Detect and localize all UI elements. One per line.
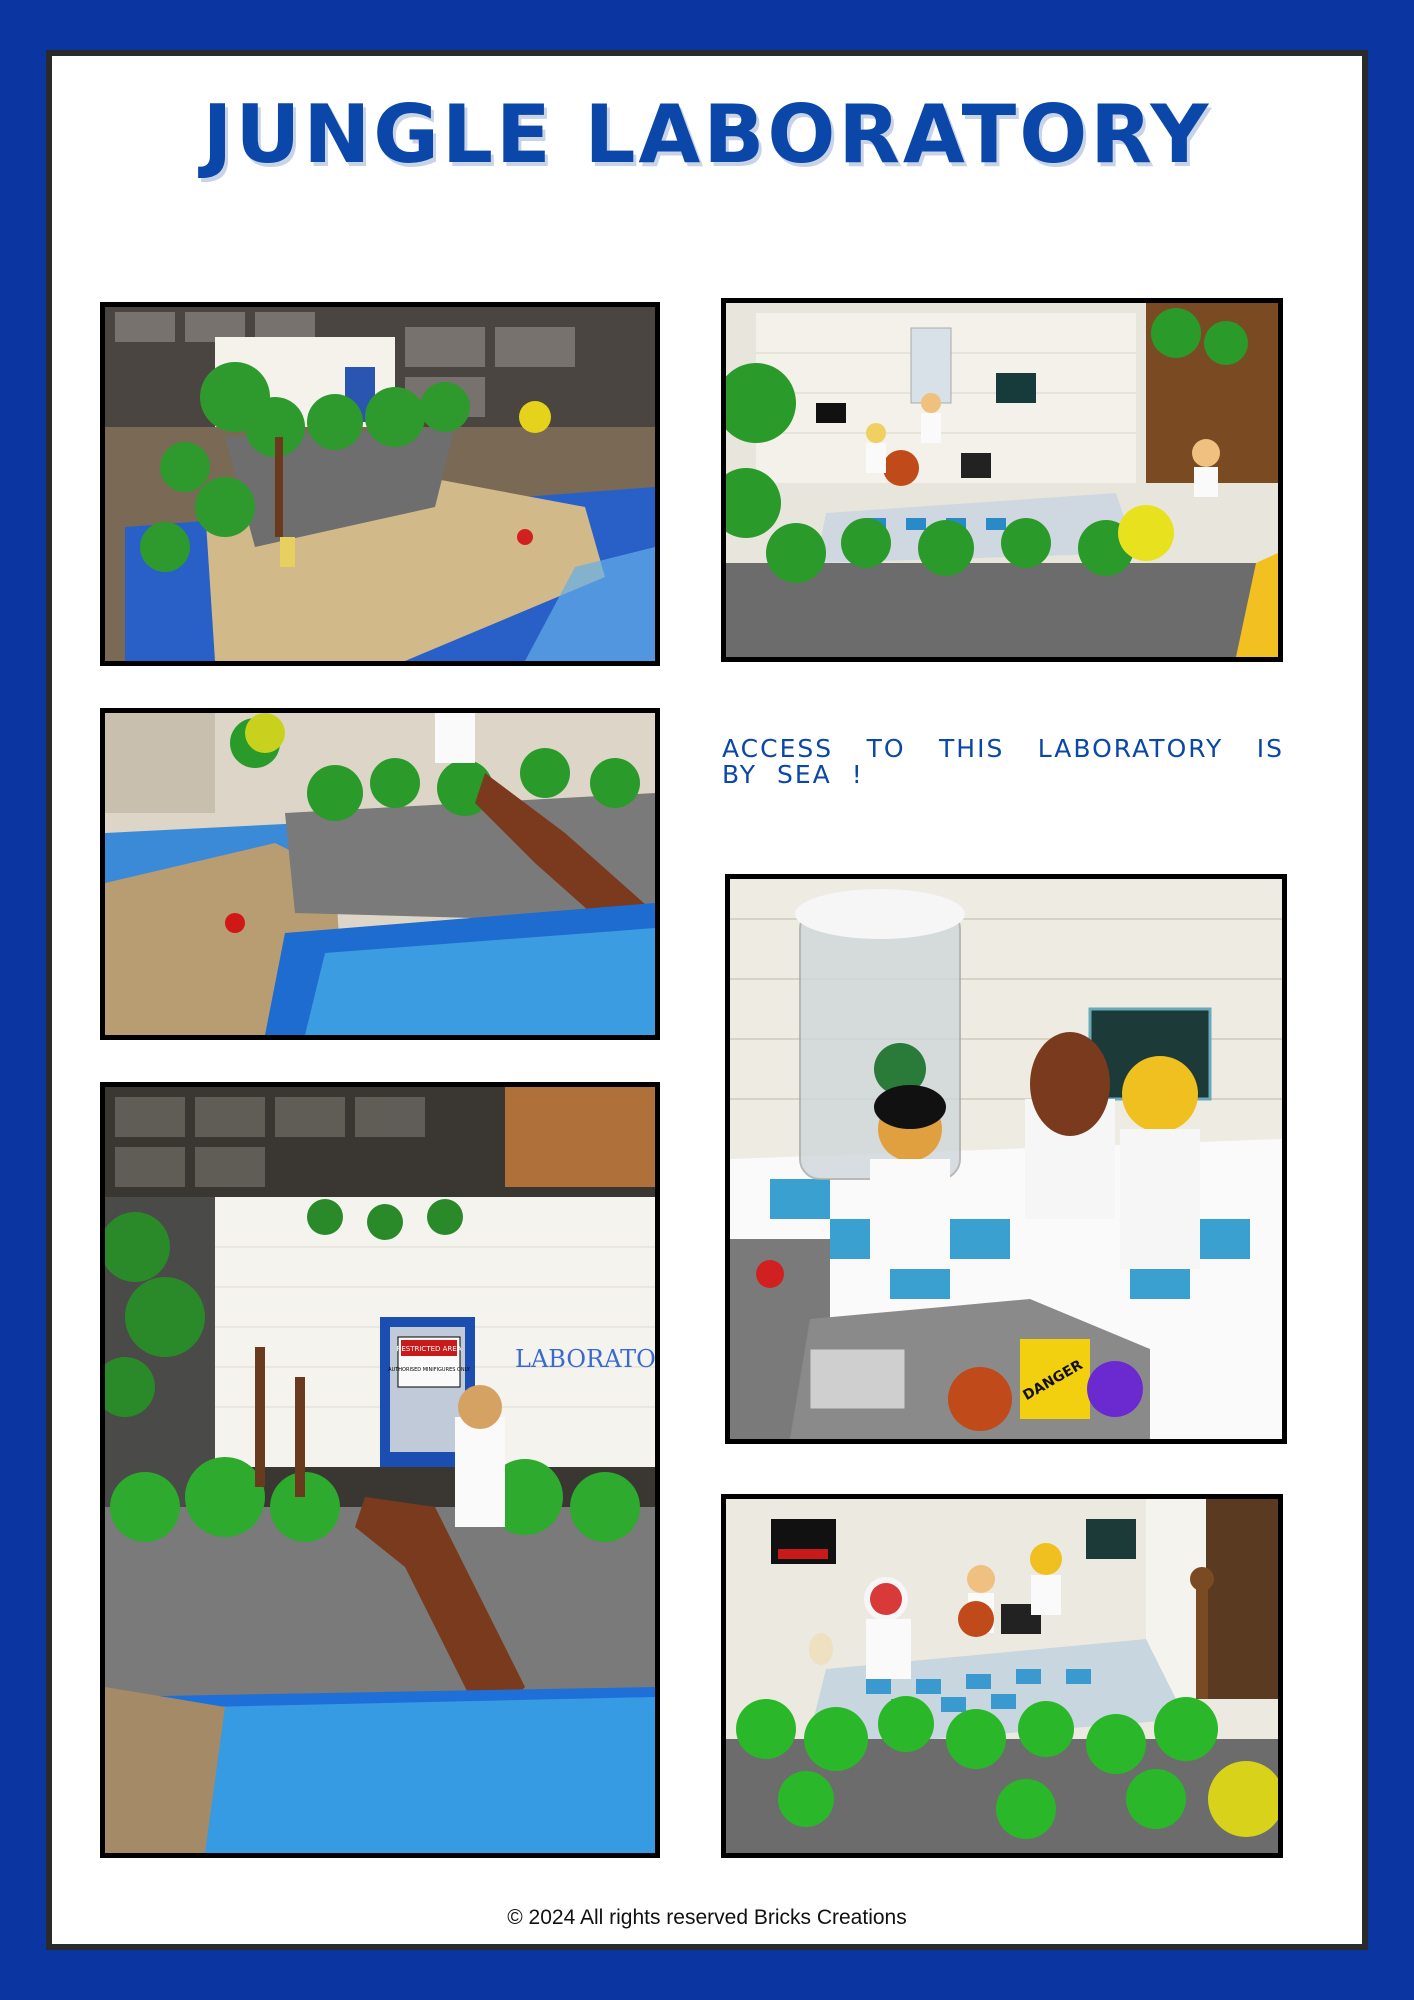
lab-interior-photo: DANGER [725,874,1287,1444]
access-caption: ACCESS TO THIS LABORATORY IS BY SEA ! [722,734,1284,789]
copyright-footer: © 2024 All rights reserved Bricks Creati… [507,1906,907,1929]
lab-overview-photo [100,302,660,666]
lab-entrance-photo: RESTRICTED AREA AUTHORISED MINIFIGURES O… [100,1082,660,1858]
laboratory-wall-text: LABORATO [515,1345,655,1373]
restricted-sign-text: RESTRICTED AREA [397,1345,462,1353]
authorised-sign-text: AUTHORISED MINIFIGURES ONLY [388,1367,471,1373]
lab-front-photo [721,298,1283,662]
lab-closeup-photo [721,1494,1283,1858]
beach-cliff-photo [100,708,660,1040]
page-title: JUNGLE LABORATORY [202,88,1212,181]
